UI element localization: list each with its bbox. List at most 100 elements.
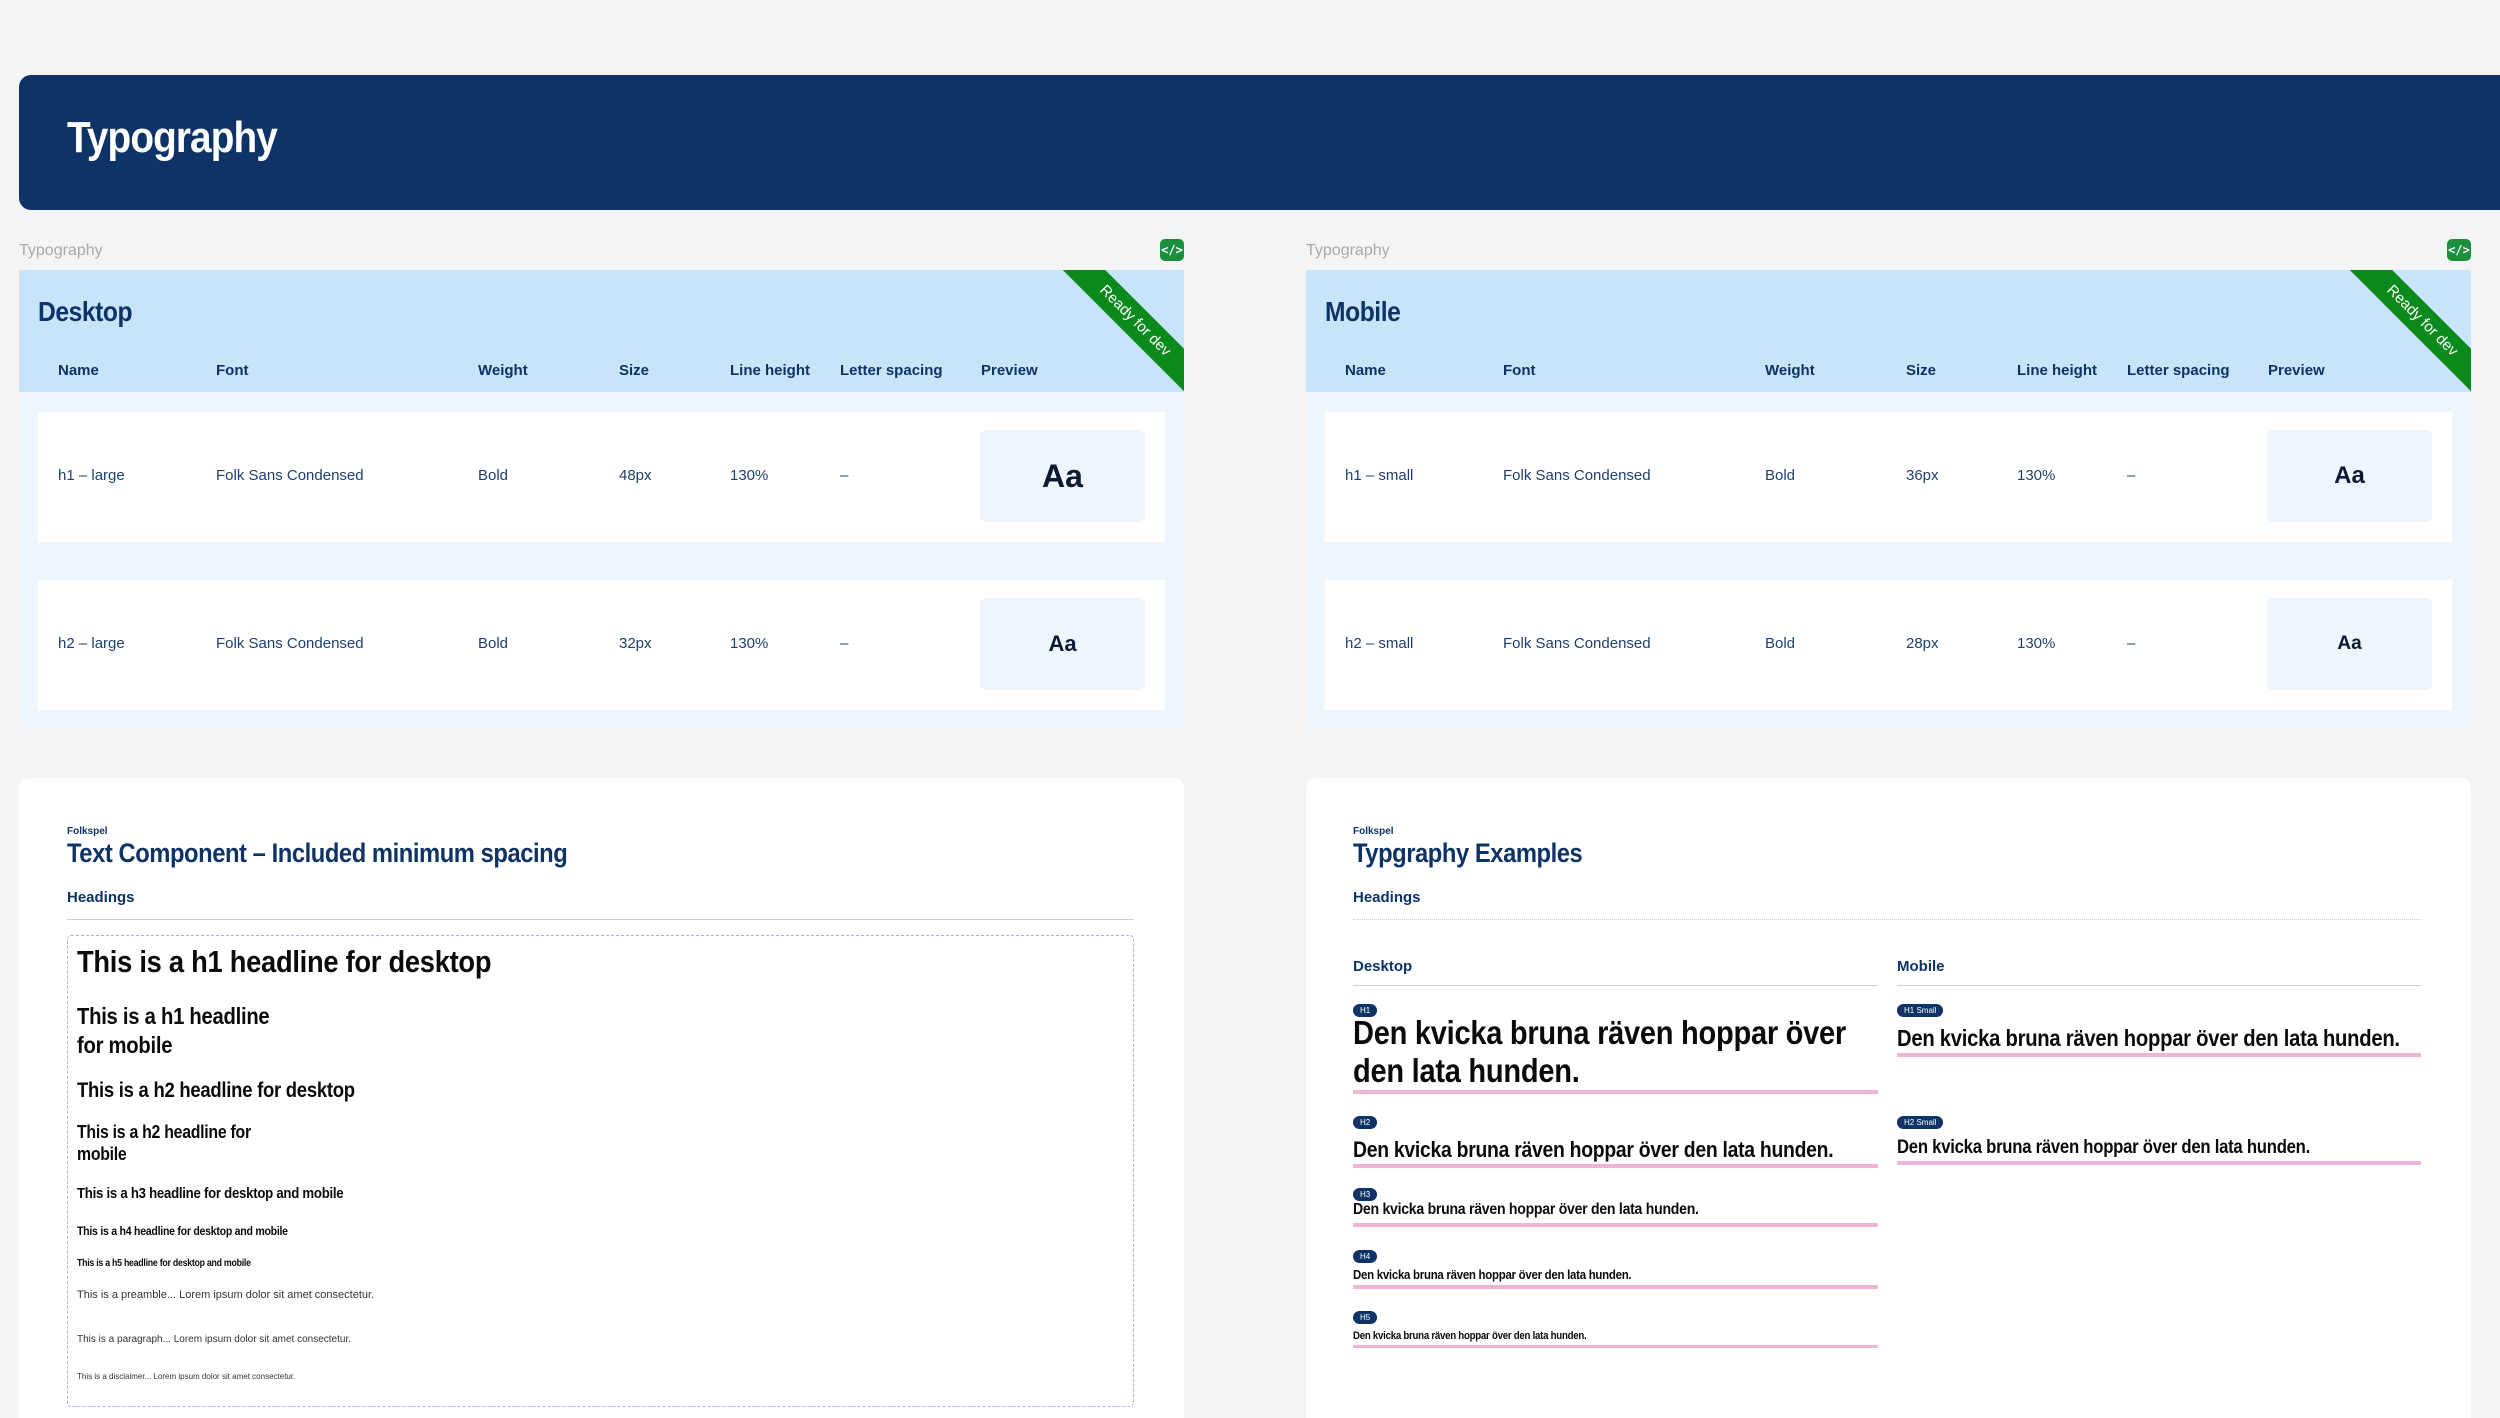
page-title: Typography [67,113,278,162]
h2-example-text: Den kvicka bruna räven hoppar över den l… [1353,1137,1834,1162]
column-header-weight: Weight [478,362,528,379]
code-icon[interactable]: </> [1160,239,1184,261]
desktop-column-label: Desktop [1353,958,1413,975]
column-header-line-height: Line height [730,362,810,379]
preview-sample: Aa [2267,430,2432,522]
mobile-column-label: Mobile [1897,958,1945,975]
paragraph-sample: This is a paragraph... Lorem ipsum dolor… [77,1334,352,1345]
cell-name: h1 – large [58,467,125,484]
cell-size: 28px [1906,635,1939,652]
table-row: h1 – small Folk Sans Condensed Bold 36px… [1325,412,2452,542]
spacing-marker [1897,1053,2421,1057]
cell-weight: Bold [1765,467,1796,484]
typography-examples-card: Folkspel Typgraphy Examples Headings Des… [1306,778,2471,1418]
cell-name: h1 – small [1345,467,1414,484]
column-header-name: Name [1345,362,1386,379]
cell-letter-spacing: – [840,635,849,652]
cell-font: Folk Sans Condensed [216,467,364,484]
mobile-typography-panel: Mobile Ready for dev Name Font Weight Si… [1306,270,2471,728]
cell-size: 32px [619,635,652,652]
divider [67,919,1134,920]
cell-font: Folk Sans Condensed [1503,635,1651,652]
panel-header: Desktop Ready for dev Name Font Weight S… [19,270,1184,399]
brand-label: Folkspel [1353,826,1394,837]
card-title: Typgraphy Examples [1353,838,1583,868]
divider [1353,919,2421,920]
spacing-marker [1353,1285,1878,1289]
h3-example-text: Den kvicka bruna räven hoppar över den l… [1353,1201,1699,1218]
preamble-sample: This is a preamble... Lorem ipsum dolor … [77,1289,375,1301]
disclaimer-sample: This is a disclaimer... Lorem ipsum dolo… [77,1372,296,1381]
cell-name: h2 – small [1345,635,1414,652]
column-header-size: Size [619,362,650,379]
h1-example-text: Den kvicka bruna räven hoppar över den l… [1353,1014,1846,1089]
tag-badge: H5 [1353,1311,1378,1324]
cell-line-height: 130% [730,635,769,652]
section-subtitle: Headings [1353,889,1421,906]
cell-weight: Bold [478,635,509,652]
frame-label-mobile[interactable]: Typography [1306,242,1390,259]
panel-header: Mobile Ready for dev Name Font Weight Si… [1306,270,2471,399]
text-component-card: Folkspel Text Component – Included minim… [19,778,1184,1418]
column-header-font: Font [216,362,249,379]
h2-mobile-sample-line2: mobile [77,1144,127,1164]
h4-sample: This is a h4 headline for desktop and mo… [77,1224,288,1238]
card-title: Text Component – Included minimum spacin… [67,838,568,868]
cell-line-height: 130% [2017,635,2056,652]
column-header-line-height: Line height [2017,362,2097,379]
cell-size: 48px [619,467,652,484]
panel-title: Mobile [1325,296,1401,327]
ready-for-dev-ribbon: Ready for dev [1057,270,1184,399]
cell-letter-spacing: – [2127,635,2136,652]
text-component-frame[interactable]: This is a h1 headline for desktop This i… [67,935,1134,1407]
spacing-marker [1353,1345,1878,1348]
cell-weight: Bold [1765,635,1796,652]
table-row: h2 – small Folk Sans Condensed Bold 28px… [1325,580,2452,710]
frame-label-desktop[interactable]: Typography [19,242,103,259]
spacing-marker [1897,1161,2421,1165]
column-header-size: Size [1906,362,1937,379]
cell-letter-spacing: – [2127,467,2136,484]
h1-mobile-sample-line1: This is a h1 headline [77,1003,270,1029]
cell-weight: Bold [478,467,509,484]
tag-badge: H1 [1353,1004,1378,1017]
h1-desktop-sample: This is a h1 headline for desktop [77,944,492,979]
cell-line-height: 130% [730,467,769,484]
column-header-preview: Preview [981,362,1038,379]
column-header-font: Font [1503,362,1536,379]
h1-mobile-sample-line2: for mobile [77,1032,173,1058]
panel-title: Desktop [38,296,133,327]
preview-sample: Aa [2267,598,2432,690]
column-header-name: Name [58,362,99,379]
h2-small-example-text: Den kvicka bruna räven hoppar över den l… [1897,1137,2311,1158]
brand-label: Folkspel [67,826,108,837]
cell-size: 36px [1906,467,1939,484]
h4-example-text: Den kvicka bruna räven hoppar över den l… [1353,1267,1632,1282]
tag-badge: H1 Small [1897,1004,1944,1017]
preview-sample: Aa [980,430,1145,522]
h5-example-text: Den kvicka bruna räven hoppar över den l… [1353,1330,1587,1342]
h2-mobile-sample-line1: This is a h2 headline for [77,1122,251,1142]
code-icon[interactable]: </> [2447,239,2471,261]
divider [1353,985,1878,986]
h3-sample: This is a h3 headline for desktop and mo… [77,1185,344,1202]
h2-desktop-sample: This is a h2 headline for desktop [77,1079,355,1102]
ready-for-dev-ribbon: Ready for dev [2344,270,2471,399]
cell-font: Folk Sans Condensed [216,635,364,652]
header-banner: Typography [19,75,2500,210]
section-subtitle: Headings [67,889,135,906]
h1-small-example-text: Den kvicka bruna räven hoppar över den l… [1897,1025,2400,1051]
tag-badge: H2 [1353,1116,1378,1129]
table-row: h1 – large Folk Sans Condensed Bold 48px… [38,412,1165,542]
column-header-weight: Weight [1765,362,1815,379]
preview-sample: Aa [980,598,1145,690]
column-header-preview: Preview [2268,362,2325,379]
column-header-letter-spacing: Letter spacing [840,362,943,379]
spacing-marker [1353,1090,1878,1094]
tag-badge: H2 Small [1897,1116,1944,1129]
column-header-letter-spacing: Letter spacing [2127,362,2230,379]
divider [1897,985,2421,986]
tag-badge: H4 [1353,1250,1378,1263]
h5-sample: This is a h5 headline for desktop and mo… [77,1258,251,1269]
cell-name: h2 – large [58,635,125,652]
